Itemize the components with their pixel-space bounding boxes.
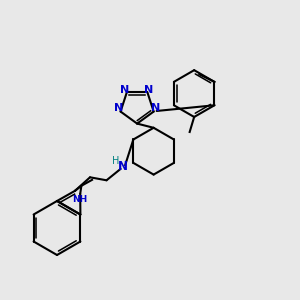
Text: N: N: [118, 160, 128, 173]
Text: N: N: [144, 85, 154, 95]
Text: H: H: [112, 156, 119, 166]
Text: N: N: [113, 103, 123, 113]
Text: N: N: [151, 103, 160, 113]
Text: NH: NH: [72, 195, 87, 204]
Text: N: N: [120, 85, 129, 95]
